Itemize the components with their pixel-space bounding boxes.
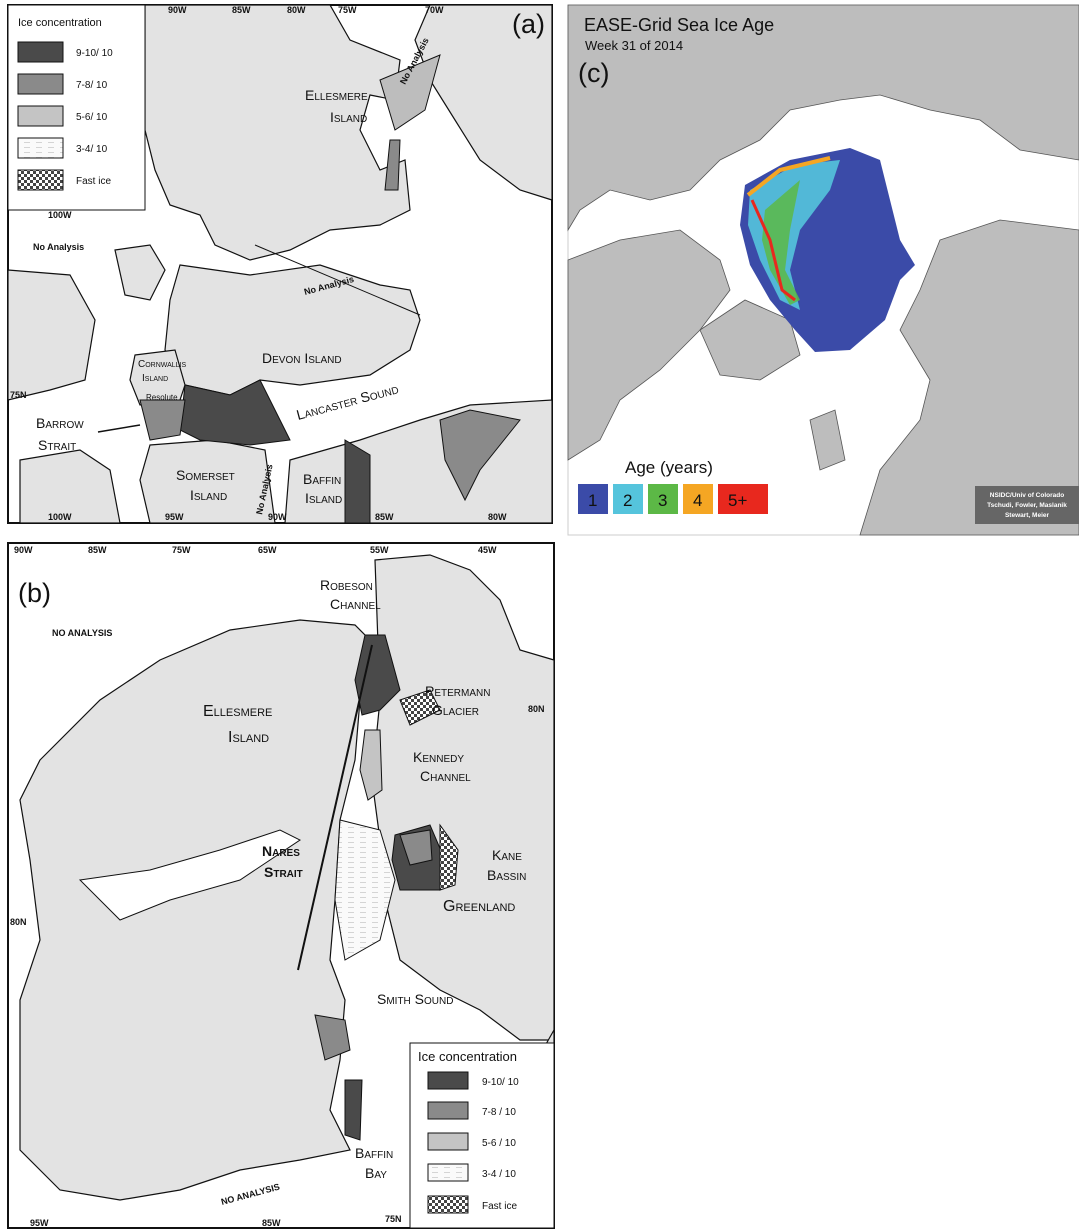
place-label: Robeson bbox=[320, 577, 373, 593]
legend-label: 1 bbox=[588, 491, 597, 510]
place-label: Island bbox=[305, 490, 342, 506]
place-label: Somerset bbox=[176, 467, 235, 483]
credit: Stewart, Meier bbox=[1005, 512, 1050, 519]
legend-label: 9-10/ 10 bbox=[76, 48, 113, 59]
panel-label: (b) bbox=[18, 578, 51, 608]
panel-label: (c) bbox=[578, 58, 609, 88]
tick-label: 100W bbox=[48, 210, 72, 220]
tick-label: 90W bbox=[268, 512, 287, 522]
place-label: Channel bbox=[330, 596, 381, 612]
tick-label: 45W bbox=[478, 545, 497, 555]
place-label: Nares bbox=[262, 843, 300, 859]
place-label: Devon Island bbox=[262, 350, 342, 366]
legend-label: 5-6 / 10 bbox=[482, 1138, 516, 1149]
legend-label: 3 bbox=[658, 491, 667, 510]
place-label: Barrow bbox=[36, 415, 84, 431]
tick-label: 80N bbox=[528, 704, 545, 714]
legend-swatch bbox=[428, 1133, 468, 1150]
place-label: Smith Sound bbox=[377, 991, 453, 1007]
legend-swatch bbox=[428, 1164, 468, 1181]
panel-c: EASE-Grid Sea Ice Age Week 31 of 2014 (c… bbox=[568, 5, 1079, 535]
legend-swatch bbox=[428, 1196, 468, 1213]
place-label: Island bbox=[142, 373, 168, 384]
tick-label: 80W bbox=[287, 5, 306, 15]
tick-label: 55W bbox=[370, 545, 389, 555]
place-label: Kennedy bbox=[413, 749, 464, 765]
ice-area bbox=[345, 440, 370, 523]
legend-label: 3-4/ 10 bbox=[76, 144, 108, 155]
legend-label: 5+ bbox=[728, 491, 747, 510]
panel-a: Ice concentration 9-10/ 10 7-8/ 10 5-6/ … bbox=[8, 5, 552, 523]
tick-label: 75N bbox=[10, 390, 27, 400]
tick-label: 70W bbox=[425, 5, 444, 15]
place-label: Channel bbox=[420, 768, 471, 784]
tick-label: 85W bbox=[88, 545, 107, 555]
credit: NSIDC/Univ of Colorado bbox=[990, 492, 1064, 499]
place-label: Glacier bbox=[432, 702, 479, 718]
tick-label: 80W bbox=[488, 512, 507, 522]
place-label: Baffin bbox=[355, 1145, 393, 1161]
map-subtitle: Week 31 of 2014 bbox=[585, 38, 683, 53]
place-label: Island bbox=[228, 729, 269, 746]
legend-swatch bbox=[18, 74, 63, 94]
place-label: Baffin bbox=[303, 471, 341, 487]
tick-label: 65W bbox=[258, 545, 277, 555]
place-label: Ellesmere bbox=[203, 703, 272, 720]
legend-label: 5-6/ 10 bbox=[76, 112, 108, 123]
tick-label: 90W bbox=[14, 545, 33, 555]
legend-title: Ice concentration bbox=[418, 1049, 517, 1064]
legend-swatch bbox=[18, 170, 63, 190]
legend-label: 9-10/ 10 bbox=[482, 1077, 519, 1088]
tick-label: 85W bbox=[232, 5, 251, 15]
panel-label: (a) bbox=[512, 9, 545, 39]
credit: Tschudi, Fowler, Maslanik bbox=[987, 502, 1067, 509]
figure: Ice concentration 9-10/ 10 7-8/ 10 5-6/ … bbox=[0, 0, 1079, 1230]
legend-label: Fast ice bbox=[76, 176, 111, 187]
place-label: Strait bbox=[264, 864, 303, 880]
legend-swatch bbox=[428, 1102, 468, 1119]
tick-label: 75W bbox=[172, 545, 191, 555]
place-label: Bay bbox=[365, 1165, 387, 1181]
tick-label: 85W bbox=[375, 512, 394, 522]
legend-label: 7-8 / 10 bbox=[482, 1107, 516, 1118]
place-label: Bassin bbox=[487, 867, 526, 883]
ice-area bbox=[345, 1080, 362, 1140]
legend-swatch bbox=[18, 42, 63, 62]
place-label: Petermann bbox=[425, 683, 490, 699]
legend-label: 3-4 / 10 bbox=[482, 1169, 516, 1180]
tick-label: 75N bbox=[385, 1214, 402, 1224]
place-label: Greenland bbox=[443, 898, 515, 915]
legend-swatch bbox=[18, 138, 63, 158]
place-label: Cornwallis bbox=[138, 359, 187, 370]
tick-label: 80N bbox=[10, 917, 27, 927]
tick-label: 85W bbox=[262, 1218, 281, 1228]
no-analysis: No Analysis bbox=[33, 242, 84, 252]
legend-title: Age (years) bbox=[625, 458, 713, 477]
legend-swatch bbox=[428, 1072, 468, 1089]
legend-title: Ice concentration bbox=[18, 17, 102, 29]
legend-swatch bbox=[18, 106, 63, 126]
place-label: Resolute bbox=[146, 393, 178, 402]
place-label: Ellesmere bbox=[305, 87, 368, 103]
legend-label: Fast ice bbox=[482, 1201, 517, 1212]
place-label: Strait bbox=[38, 437, 76, 453]
map-title: EASE-Grid Sea Ice Age bbox=[584, 15, 774, 35]
legend-label: 2 bbox=[623, 491, 632, 510]
panel-b: Ice concentration 9-10/ 10 7-8 / 10 5-6 … bbox=[8, 543, 554, 1228]
tick-label: 95W bbox=[165, 512, 184, 522]
legend-label: 7-8/ 10 bbox=[76, 80, 108, 91]
legend-label: 4 bbox=[693, 491, 702, 510]
place-label: Island bbox=[190, 487, 227, 503]
tick-label: 95W bbox=[30, 1218, 49, 1228]
tick-label: 90W bbox=[168, 5, 187, 15]
tick-label: 75W bbox=[338, 5, 357, 15]
place-label: Kane bbox=[492, 847, 522, 863]
tick-label: 100W bbox=[48, 512, 72, 522]
no-analysis: NO ANALYSIS bbox=[52, 628, 112, 638]
place-label: Island bbox=[330, 109, 367, 125]
